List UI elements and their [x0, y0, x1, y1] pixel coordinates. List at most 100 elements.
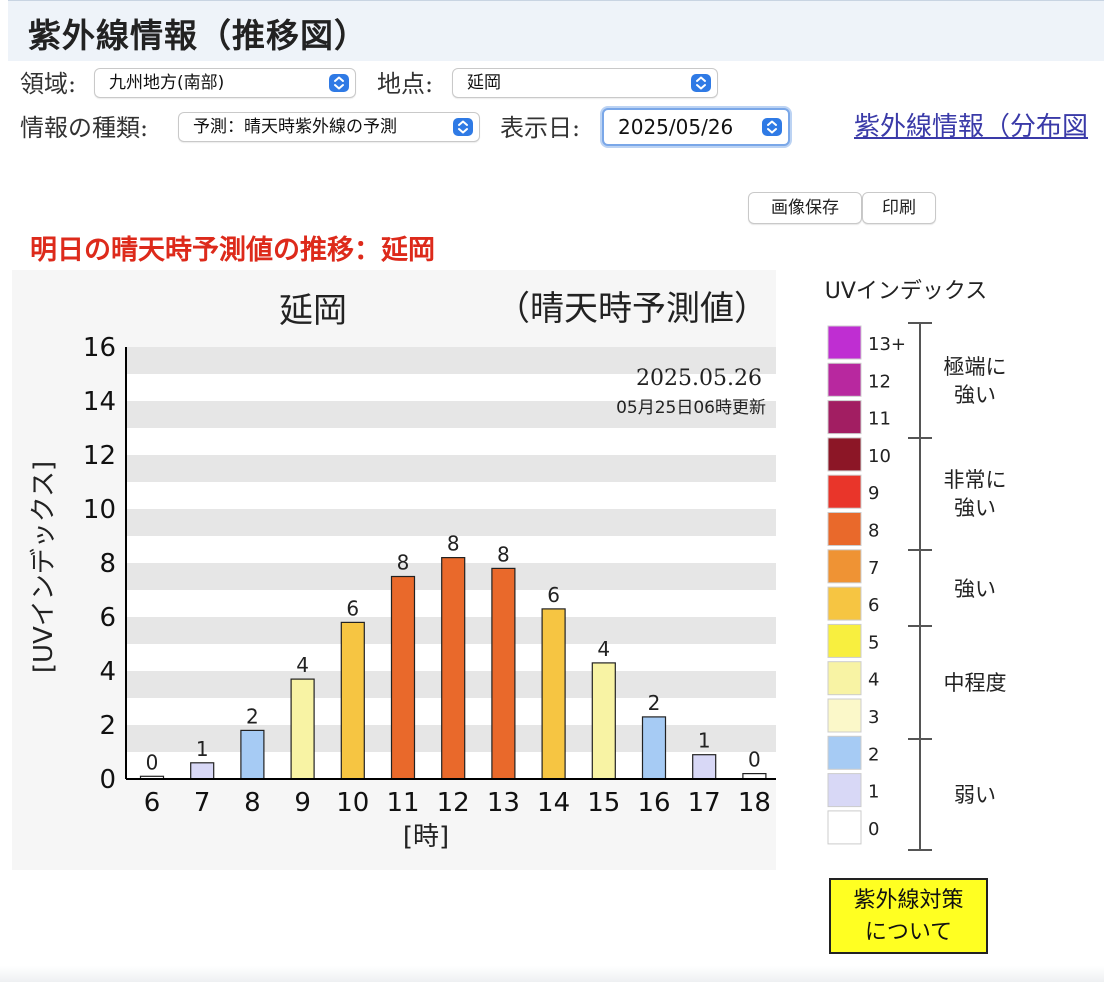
- page-title: 紫外線情報（推移図）: [28, 16, 368, 55]
- bar: [240, 729, 265, 780]
- bar-value-label: 8: [397, 551, 410, 575]
- bar: [390, 575, 416, 780]
- x-tick-label: 11: [386, 788, 419, 818]
- bar-value-label: 0: [146, 750, 159, 774]
- bar: [692, 754, 717, 780]
- legend-category-label: 弱い: [954, 783, 996, 807]
- legend-swatch: [827, 810, 862, 845]
- bar: [641, 716, 667, 780]
- grid-stripe: [126, 401, 776, 428]
- legend-level-label: 10: [868, 446, 891, 467]
- uv-measures-line2: について: [864, 920, 953, 945]
- grid-stripe: [126, 509, 776, 536]
- legend-level-label: 9: [868, 483, 879, 504]
- legend-category-label: 強い: [954, 383, 996, 407]
- x-tick-label: 18: [738, 788, 771, 818]
- y-tick-label: 4: [99, 657, 116, 687]
- uv-legend: UVインデックス 13+ 12 11 10 9 8 7 6 5 4 3 2 1 0 極端に 強い 非常に 強い強…: [812, 270, 1082, 870]
- point-label: 地点:: [377, 70, 434, 98]
- legend-category-label: 強い: [954, 496, 996, 520]
- x-tick-label: 15: [587, 788, 620, 818]
- y-tick-label: 6: [99, 603, 116, 633]
- legend-swatch: [827, 437, 862, 472]
- bar: [340, 621, 365, 780]
- x-tick-label: 6: [144, 788, 161, 818]
- bar: [491, 567, 516, 780]
- legend-level-label: 12: [868, 371, 891, 392]
- info-type-select-value: 予測：晴天時紫外線の予測: [193, 117, 397, 137]
- legend-level-label: 0: [868, 819, 879, 840]
- legend-swatch: [827, 362, 862, 397]
- date-select-value: 2025/05/26: [618, 115, 734, 139]
- select-arrows-icon: [453, 118, 473, 136]
- date-label: 表示日:: [500, 114, 581, 142]
- date-select[interactable]: 2025/05/26: [602, 108, 790, 146]
- legend-swatch: [827, 325, 862, 360]
- y-tick-label: 12: [83, 441, 116, 471]
- legend-level-label: 2: [868, 744, 879, 765]
- legend-level-label: 5: [868, 632, 879, 653]
- info-type-label: 情報の種類:: [20, 114, 149, 142]
- bar: [190, 762, 215, 780]
- y-tick-label: 16: [83, 333, 116, 363]
- bar-value-label: 0: [748, 748, 761, 772]
- bar: [541, 608, 566, 780]
- legend-title: UVインデックス: [825, 279, 988, 304]
- x-tick-label: 13: [487, 788, 520, 818]
- y-tick-label: 2: [99, 711, 116, 741]
- region-select-value: 九州地方(南部): [109, 73, 225, 93]
- info-type-select[interactable]: 予測：晴天時紫外線の予測: [178, 112, 480, 142]
- legend-category-label: 非常に: [944, 468, 1007, 492]
- bar-value-label: 1: [698, 729, 711, 753]
- y-tick-label: 10: [83, 495, 116, 525]
- print-button[interactable]: 印刷: [862, 192, 936, 224]
- legend-swatch: [827, 400, 862, 435]
- chart-subheading: 明日の晴天時予測値の推移：延岡: [30, 235, 435, 266]
- chart-subtitle: （晴天時予測値）: [496, 289, 768, 329]
- region-select[interactable]: 九州地方(南部): [94, 68, 356, 98]
- legend-level-label: 13+: [868, 334, 906, 355]
- uv-measures-button[interactable]: 紫外線対策 について: [829, 878, 988, 954]
- grid-stripe: [126, 347, 776, 374]
- bar-value-label: 8: [447, 532, 460, 556]
- legend-level-label: 4: [868, 670, 879, 691]
- grid-stripe: [126, 455, 776, 482]
- bar-value-label: 8: [497, 542, 510, 566]
- bar: [591, 662, 616, 780]
- y-tick-label: 8: [99, 549, 116, 579]
- select-arrows-icon: [329, 74, 349, 92]
- bottom-edge: [0, 966, 1104, 982]
- bar-value-label: 6: [547, 583, 560, 607]
- bar-value-label: 4: [597, 637, 610, 661]
- legend-swatch: [827, 623, 862, 658]
- x-tick-label: 7: [194, 788, 211, 818]
- x-axis-label: [時]: [403, 822, 449, 852]
- x-tick-label: 9: [294, 788, 311, 818]
- y-tick-label: 0: [99, 765, 116, 795]
- bar-value-label: 2: [648, 691, 661, 715]
- x-tick-label: 12: [437, 788, 470, 818]
- point-select[interactable]: 延岡: [452, 68, 718, 98]
- chart-title: 延岡: [279, 291, 347, 331]
- legend-level-label: 6: [868, 595, 879, 616]
- legend-level-label: 3: [868, 707, 879, 728]
- title-bar: 紫外線情報（推移図）: [8, 0, 1104, 61]
- legend-level-label: 8: [868, 521, 879, 542]
- save-image-button[interactable]: 画像保存: [748, 192, 862, 224]
- legend-level-label: 7: [868, 558, 879, 579]
- legend-swatch: [827, 512, 862, 546]
- bar-value-label: 1: [196, 737, 209, 761]
- legend-swatch: [827, 773, 862, 808]
- bar-value-label: 4: [296, 653, 309, 677]
- chart-date-stamp: 2025.05.26: [636, 366, 762, 391]
- x-tick-label: 16: [637, 788, 670, 818]
- select-arrows-icon: [762, 118, 782, 136]
- legend-category-label: 中程度: [944, 671, 1007, 695]
- bar-value-label: 6: [346, 596, 359, 620]
- legend-category-label: 強い: [954, 577, 996, 601]
- distribution-map-link[interactable]: 紫外線情報（分布図: [854, 112, 1089, 142]
- select-arrows-icon: [691, 74, 711, 92]
- region-label: 領域:: [20, 70, 77, 98]
